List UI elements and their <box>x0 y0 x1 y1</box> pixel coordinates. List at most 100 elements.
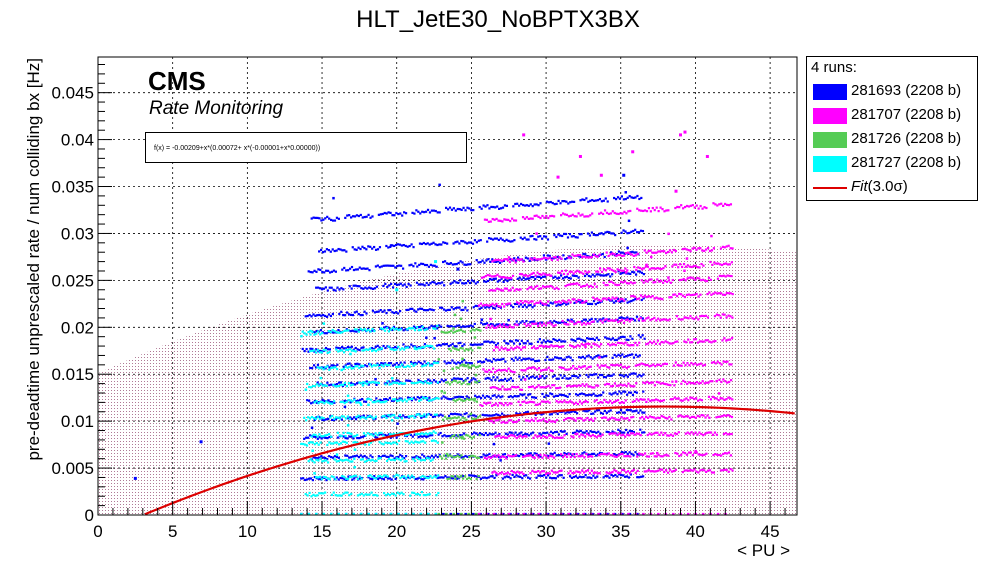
data-point <box>514 356 517 359</box>
data-point <box>506 326 509 329</box>
data-point <box>725 291 729 295</box>
data-point <box>624 374 628 377</box>
data-point <box>663 470 666 474</box>
data-point <box>365 312 368 315</box>
data-point <box>640 475 643 478</box>
data-point <box>572 320 575 323</box>
data-point <box>368 433 371 436</box>
data-point <box>534 413 537 416</box>
data-point <box>682 361 685 364</box>
data-point <box>376 344 379 347</box>
data-point <box>475 328 478 331</box>
data-point <box>659 382 662 385</box>
data-point <box>582 272 585 275</box>
data-point <box>339 347 342 350</box>
data-point <box>681 318 684 321</box>
data-point <box>677 431 680 434</box>
data-point <box>472 306 475 309</box>
data-point <box>597 270 600 273</box>
data-point <box>444 331 447 334</box>
data-point <box>579 471 582 474</box>
data-point <box>592 474 595 477</box>
data-point <box>494 345 497 349</box>
data-point <box>419 512 423 515</box>
data-point <box>641 319 644 322</box>
data-point <box>507 318 510 322</box>
data-point <box>506 276 509 279</box>
data-point <box>322 348 325 351</box>
legend-swatch-blue <box>813 84 847 100</box>
data-point <box>335 367 339 371</box>
data-point <box>633 410 636 413</box>
data-point <box>492 421 495 424</box>
data-point <box>317 402 320 405</box>
data-point <box>483 340 486 343</box>
data-point <box>394 365 398 369</box>
data-point <box>706 469 710 472</box>
data-point <box>318 436 321 439</box>
data-point <box>433 415 437 418</box>
data-point <box>614 283 617 286</box>
data-point <box>355 415 358 419</box>
data-point <box>367 458 370 461</box>
data-point <box>537 301 540 304</box>
data-point <box>636 363 639 367</box>
data-point <box>396 243 400 246</box>
data-point <box>393 214 396 217</box>
data-point <box>523 304 526 307</box>
data-point <box>488 359 491 362</box>
data-point <box>475 343 478 346</box>
data-point <box>451 281 454 284</box>
data-point <box>370 346 373 350</box>
data-point <box>371 247 374 250</box>
data-point <box>588 318 591 322</box>
data-point <box>570 235 573 238</box>
data-point <box>419 307 422 310</box>
data-point <box>650 433 653 436</box>
data-point <box>620 374 624 377</box>
data-point <box>394 345 397 349</box>
data-point <box>368 286 371 289</box>
data-point <box>456 398 459 402</box>
data-point <box>705 206 708 210</box>
data-point <box>545 303 548 306</box>
data-point <box>577 300 580 303</box>
data-point <box>319 329 323 332</box>
data-point <box>199 440 203 444</box>
data-point <box>368 414 372 417</box>
data-point <box>695 316 698 319</box>
data-point <box>603 416 606 419</box>
data-point <box>539 276 543 280</box>
data-point <box>685 204 689 208</box>
data-point <box>378 433 381 436</box>
data-point <box>517 305 521 308</box>
data-point <box>540 273 543 276</box>
data-point <box>311 367 314 370</box>
data-point <box>328 286 331 289</box>
data-point <box>307 441 311 444</box>
data-point <box>509 258 512 261</box>
data-point <box>601 274 604 277</box>
data-point <box>621 251 624 254</box>
data-point <box>621 452 624 456</box>
data-point <box>620 231 623 234</box>
data-point <box>596 297 599 300</box>
data-point <box>725 414 728 418</box>
data-point <box>450 381 454 384</box>
data-point <box>318 367 321 370</box>
data-point <box>665 383 668 386</box>
x-tick-label: 0 <box>93 522 102 541</box>
data-point <box>414 262 417 265</box>
data-point <box>439 455 442 458</box>
data-point <box>614 364 617 367</box>
data-point <box>300 477 303 480</box>
data-point <box>489 220 492 223</box>
data-point <box>615 384 618 387</box>
data-point <box>470 379 473 382</box>
data-point <box>627 272 630 275</box>
data-point <box>379 401 382 404</box>
data-point <box>419 435 422 438</box>
data-point <box>494 289 497 292</box>
data-point <box>396 365 400 368</box>
data-point <box>551 302 554 305</box>
